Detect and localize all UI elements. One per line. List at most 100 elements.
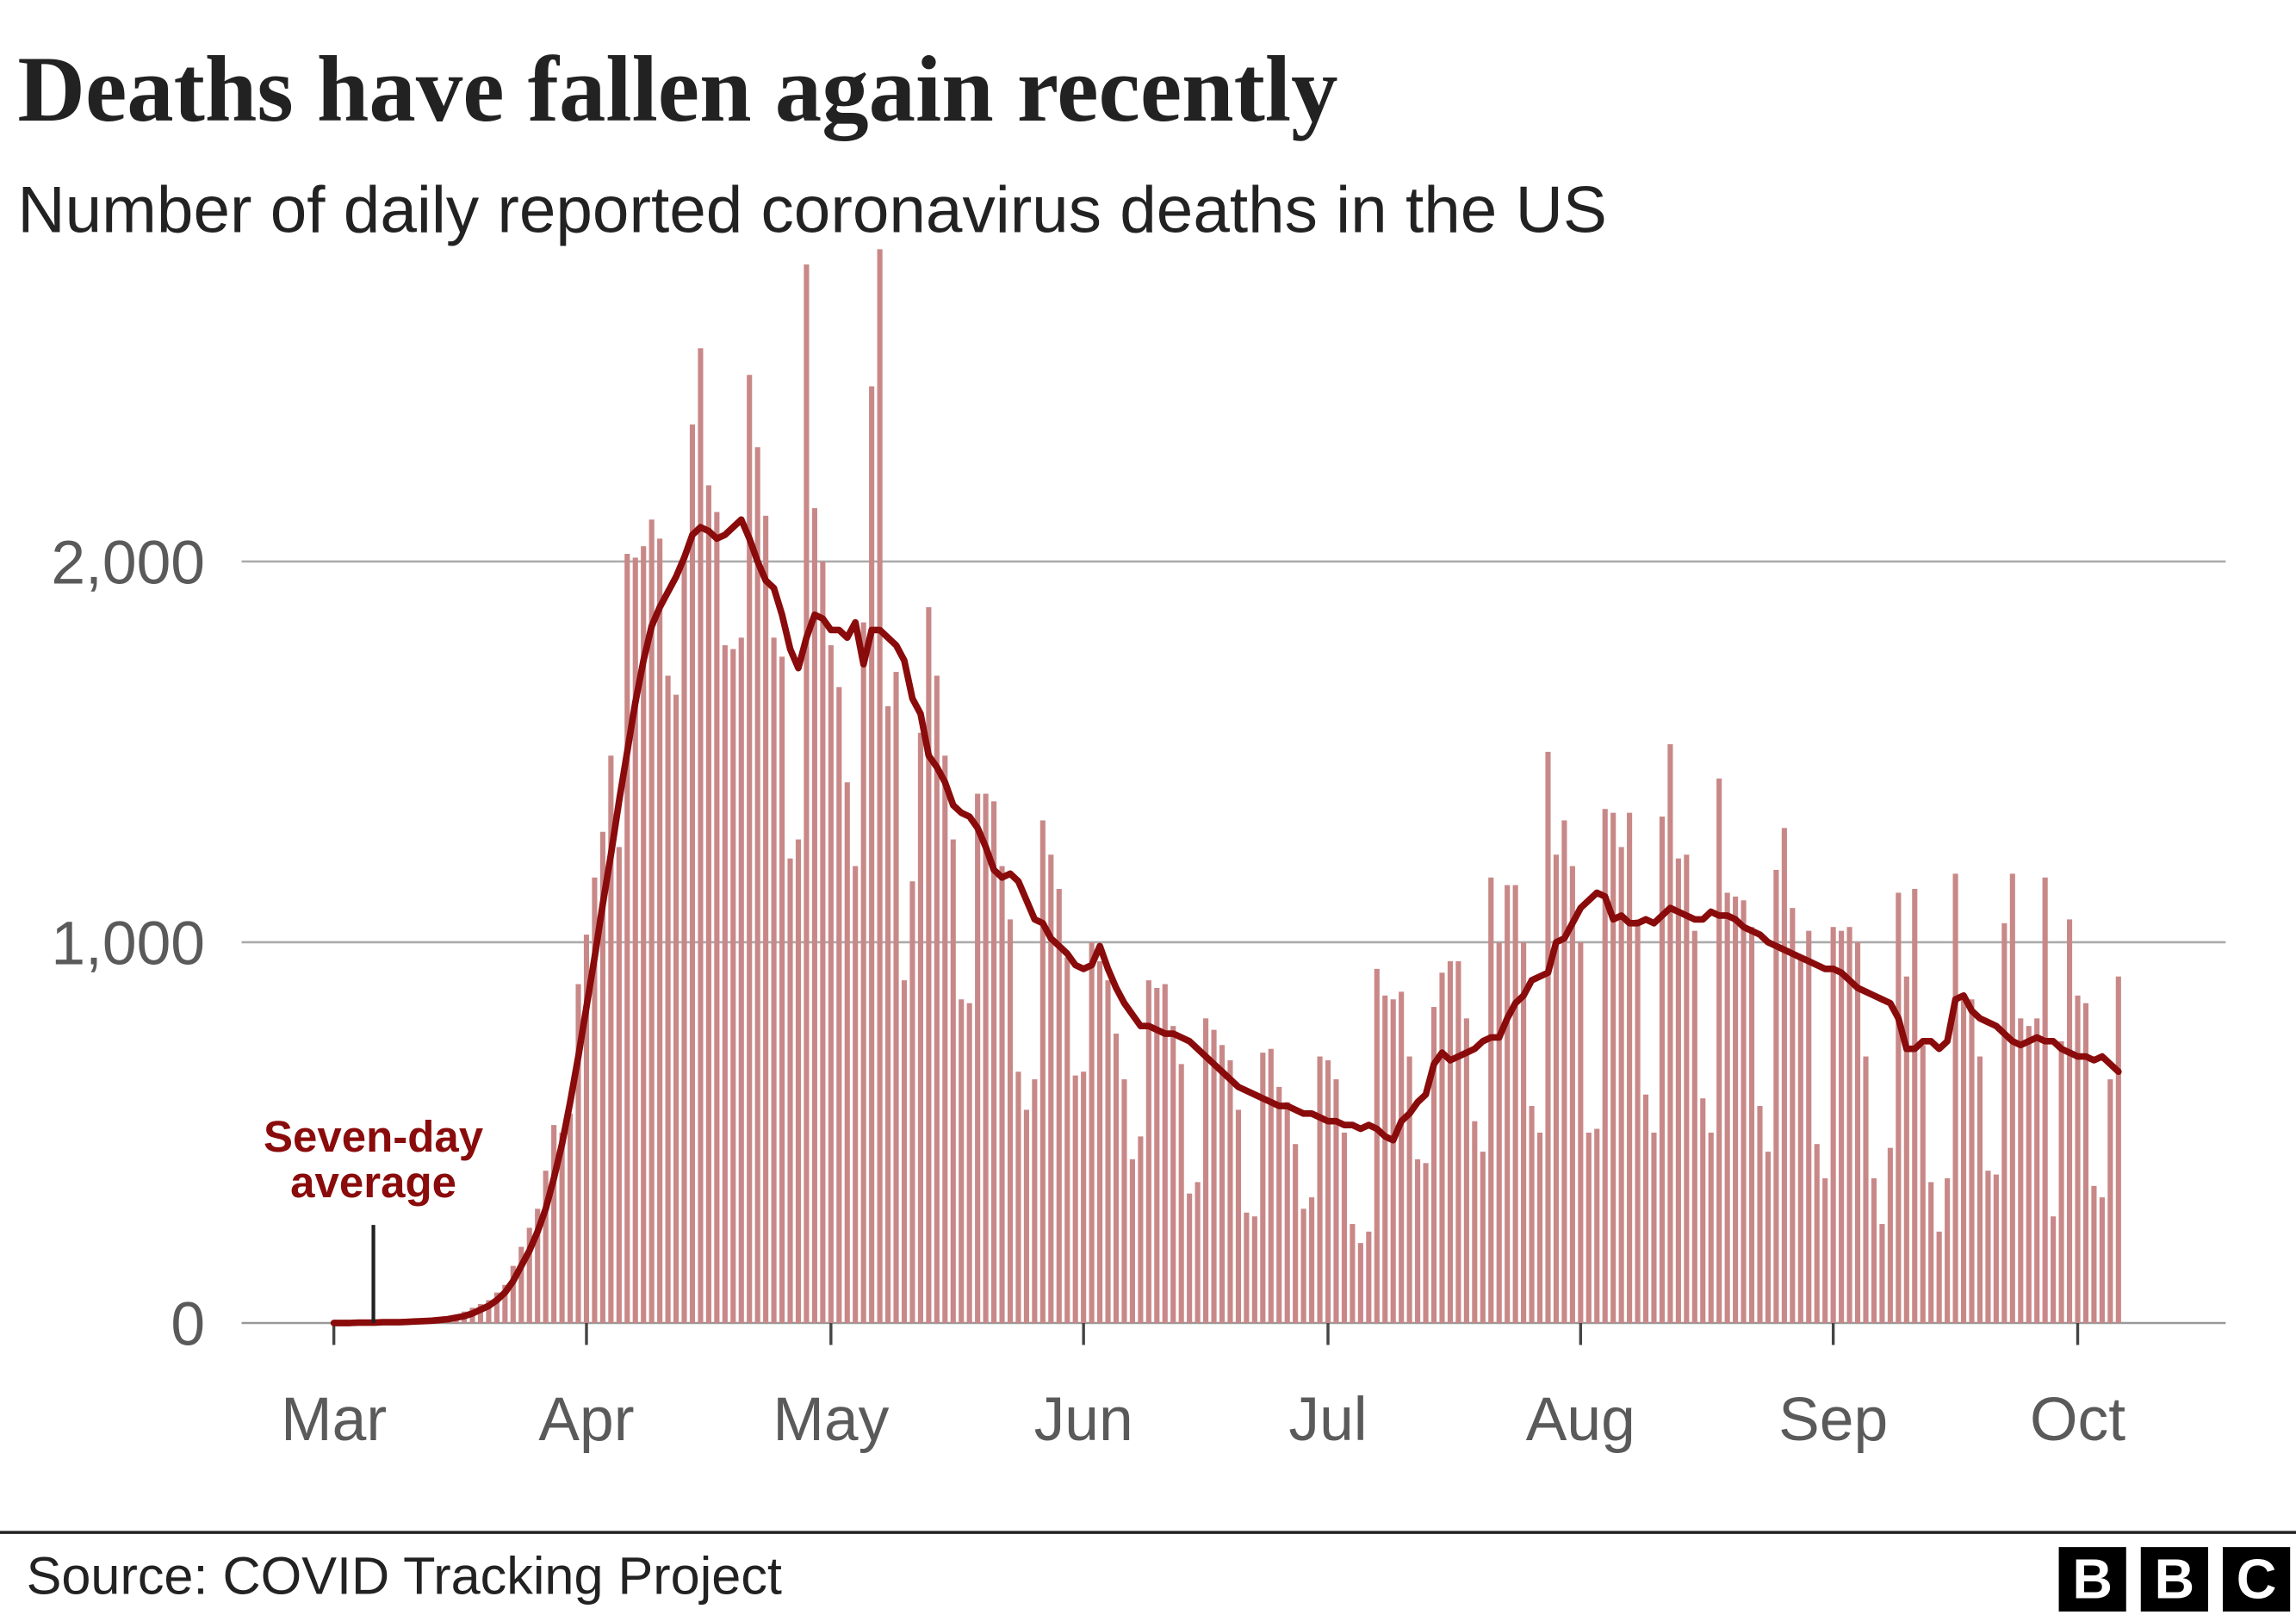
bar	[730, 649, 736, 1323]
bar	[1447, 961, 1454, 1323]
annotation: Seven-day	[264, 1112, 484, 1161]
bar	[1105, 980, 1111, 1323]
bar	[1529, 1106, 1535, 1323]
bar	[950, 839, 956, 1323]
bar	[836, 686, 842, 1323]
bar	[1211, 1029, 1217, 1323]
bar	[1635, 919, 1641, 1323]
bar	[1251, 1216, 1257, 1323]
bar	[1602, 809, 1608, 1323]
bar	[1969, 999, 1975, 1323]
bar	[1618, 847, 1624, 1323]
bar	[1203, 1018, 1209, 1323]
bar	[909, 881, 915, 1323]
bar	[1430, 1007, 1437, 1323]
bar	[1032, 1079, 1038, 1323]
bar	[1178, 1064, 1184, 1323]
bar	[1423, 1163, 1429, 1323]
bar	[860, 622, 866, 1323]
x-tick-label: Jun	[1034, 1385, 1133, 1454]
bar	[1578, 941, 1584, 1323]
bar	[1505, 885, 1511, 1323]
bar	[1863, 1056, 1869, 1323]
bar	[526, 1227, 532, 1323]
x-tick-label: Aug	[1526, 1385, 1635, 1454]
bar	[575, 984, 581, 1323]
bar	[1154, 987, 1160, 1323]
bar	[1415, 1158, 1421, 1323]
bar	[1317, 1056, 1323, 1323]
bar	[1536, 1132, 1543, 1323]
bar	[1553, 854, 1560, 1323]
bar	[1187, 1193, 1193, 1323]
bar	[1007, 919, 1014, 1323]
bar	[1145, 980, 1151, 1323]
bar	[1512, 885, 1518, 1323]
bar	[689, 424, 696, 1323]
x-tick-label: Mar	[281, 1385, 387, 1454]
bar	[2018, 1018, 2024, 1323]
bar	[1455, 961, 1461, 1323]
bar	[1667, 744, 1673, 1323]
bar	[1170, 1026, 1176, 1323]
bar	[1960, 995, 1967, 1323]
bar	[486, 1300, 492, 1323]
bar	[1219, 1045, 1226, 1323]
bar	[705, 485, 711, 1323]
bar	[1985, 1171, 1991, 1323]
bar	[1594, 1128, 1600, 1323]
bar	[1260, 1053, 1266, 1323]
bar	[648, 519, 655, 1323]
bar	[1790, 908, 1796, 1323]
x-tick-label: Sep	[1778, 1385, 1888, 1454]
logo-block	[2222, 1547, 2291, 1612]
bar	[1129, 1158, 1135, 1323]
bar	[1366, 1231, 1372, 1323]
y-tick-label: 0	[171, 1289, 205, 1358]
bar	[510, 1265, 516, 1323]
bar	[2026, 1026, 2032, 1323]
bar	[804, 264, 810, 1323]
bar	[779, 656, 785, 1323]
bar	[567, 1113, 574, 1323]
bar	[771, 637, 777, 1323]
bar	[1610, 812, 1617, 1323]
bar	[1056, 889, 1062, 1323]
bar	[1896, 892, 1902, 1323]
bar	[1284, 1102, 1290, 1323]
logo-block	[2140, 1547, 2208, 1612]
bar	[877, 249, 883, 1323]
bar	[820, 561, 826, 1323]
bar	[1048, 854, 1054, 1323]
bar	[1871, 1178, 1877, 1323]
bar	[1675, 858, 1681, 1323]
bar	[665, 675, 671, 1323]
annotation: average	[290, 1158, 456, 1207]
bar	[1463, 1018, 1469, 1323]
bar	[1341, 1132, 1347, 1323]
bar	[2058, 1040, 2064, 1323]
bar	[1382, 995, 1388, 1323]
bar	[1684, 854, 1690, 1323]
bar	[1806, 930, 1812, 1323]
bar	[1521, 941, 1527, 1323]
bar	[477, 1303, 484, 1323]
bar	[901, 980, 908, 1323]
bar	[1830, 927, 1836, 1323]
bar	[1854, 941, 1861, 1323]
bar	[1472, 1121, 1478, 1323]
bar	[1976, 1056, 1983, 1323]
bar	[698, 348, 704, 1323]
bar	[787, 858, 793, 1323]
bar	[2115, 976, 2121, 1323]
bar	[543, 1171, 549, 1323]
bar	[942, 755, 948, 1323]
bar	[811, 507, 817, 1323]
bar	[1700, 1098, 1706, 1323]
bar	[926, 606, 932, 1323]
bar	[1928, 1182, 1934, 1323]
bar	[608, 755, 614, 1323]
bar	[844, 782, 850, 1323]
bar	[1748, 927, 1755, 1323]
